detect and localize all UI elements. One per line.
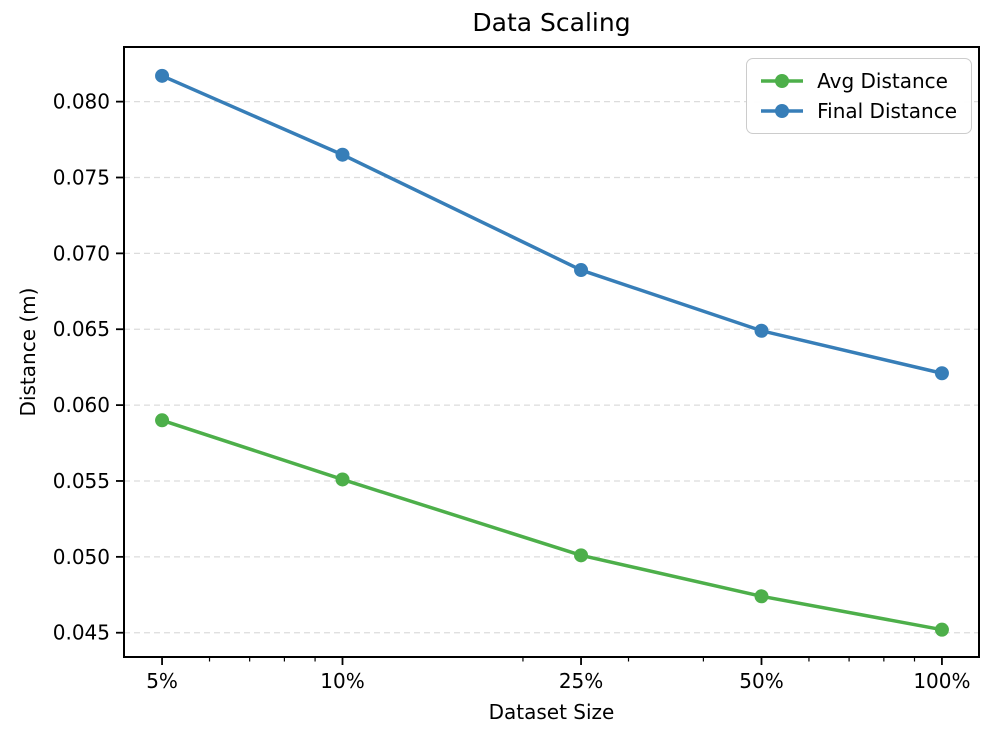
x-tick-label: 10% bbox=[320, 669, 364, 693]
y-tick-label: 0.070 bbox=[53, 241, 110, 265]
series-line-avg-distance bbox=[160, 418, 944, 632]
y-tick-label: 0.065 bbox=[53, 317, 110, 341]
chart-title: Data Scaling bbox=[472, 8, 631, 37]
legend-line-marker-icon bbox=[761, 104, 804, 118]
data-point-avg-distance-100% bbox=[934, 622, 949, 637]
plot-frame bbox=[123, 46, 980, 658]
data-point-avg-distance-50% bbox=[754, 589, 769, 604]
x-tick-label: 100% bbox=[913, 669, 970, 693]
y-tick-label: 0.080 bbox=[53, 90, 110, 114]
y-tick-label: 0.060 bbox=[53, 393, 110, 417]
legend-label-avg-distance: Avg Distance bbox=[817, 69, 948, 93]
y-tick-label: 0.075 bbox=[53, 165, 110, 189]
legend: Avg Distance Final Distance bbox=[746, 58, 972, 134]
data-point-final-distance-100% bbox=[934, 366, 949, 381]
data-point-final-distance-25% bbox=[574, 263, 589, 278]
data-point-final-distance-5% bbox=[155, 68, 170, 83]
data-point-final-distance-50% bbox=[754, 323, 769, 338]
y-tick-label: 0.045 bbox=[53, 621, 110, 645]
x-axis-label: Dataset Size bbox=[488, 700, 615, 724]
data-point-avg-distance-5% bbox=[155, 413, 170, 428]
data-point-avg-distance-10% bbox=[335, 472, 350, 487]
x-tick-label: 25% bbox=[559, 669, 603, 693]
y-axis-label: Distance (m) bbox=[16, 287, 40, 417]
data-point-final-distance-10% bbox=[335, 147, 350, 162]
legend-entry-avg-distance: Avg Distance bbox=[759, 66, 957, 96]
y-tick-label: 0.050 bbox=[53, 545, 110, 569]
x-tick-label: 50% bbox=[739, 669, 783, 693]
y-tick-label: 0.055 bbox=[53, 469, 110, 493]
legend-entry-final-distance: Final Distance bbox=[759, 96, 957, 126]
legend-line-marker-icon bbox=[761, 74, 804, 88]
legend-label-final-distance: Final Distance bbox=[817, 99, 957, 123]
x-tick-label: 5% bbox=[146, 669, 178, 693]
data-point-avg-distance-25% bbox=[574, 548, 589, 563]
